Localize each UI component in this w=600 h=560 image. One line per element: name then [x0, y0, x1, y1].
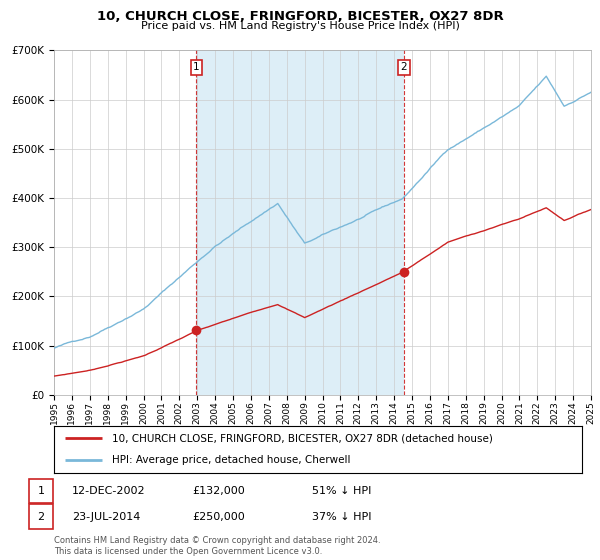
Text: 12-DEC-2002: 12-DEC-2002	[72, 486, 146, 496]
Text: 1: 1	[37, 486, 44, 496]
Text: 2: 2	[37, 512, 44, 522]
Text: 51% ↓ HPI: 51% ↓ HPI	[312, 486, 371, 496]
FancyBboxPatch shape	[29, 505, 53, 529]
Text: 23-JUL-2014: 23-JUL-2014	[72, 512, 140, 522]
FancyBboxPatch shape	[29, 479, 53, 503]
Text: £132,000: £132,000	[192, 486, 245, 496]
Text: £250,000: £250,000	[192, 512, 245, 522]
Text: HPI: Average price, detached house, Cherwell: HPI: Average price, detached house, Cher…	[112, 455, 350, 465]
Text: 2: 2	[400, 63, 407, 72]
Text: Price paid vs. HM Land Registry's House Price Index (HPI): Price paid vs. HM Land Registry's House …	[140, 21, 460, 31]
Text: 37% ↓ HPI: 37% ↓ HPI	[312, 512, 371, 522]
Text: 10, CHURCH CLOSE, FRINGFORD, BICESTER, OX27 8DR: 10, CHURCH CLOSE, FRINGFORD, BICESTER, O…	[97, 10, 503, 22]
Text: Contains HM Land Registry data © Crown copyright and database right 2024.
This d: Contains HM Land Registry data © Crown c…	[54, 536, 380, 556]
Bar	[196, 50, 404, 395]
Text: 1: 1	[193, 63, 200, 72]
Text: 10, CHURCH CLOSE, FRINGFORD, BICESTER, OX27 8DR (detached house): 10, CHURCH CLOSE, FRINGFORD, BICESTER, O…	[112, 433, 493, 444]
